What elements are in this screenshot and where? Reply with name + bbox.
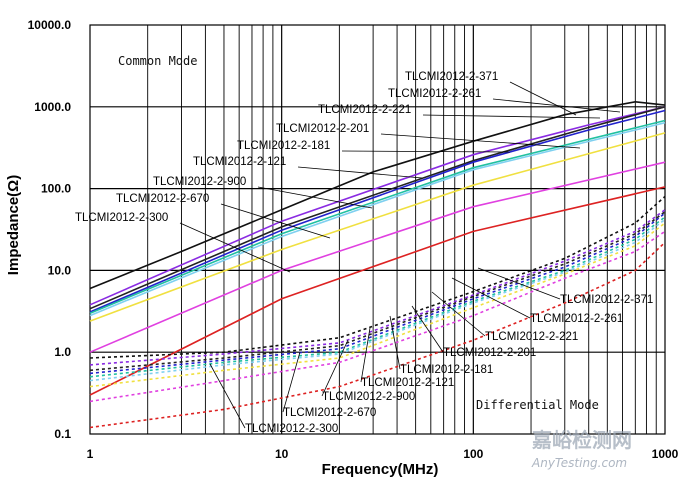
y-axis-title: Impedance(Ω) [5,175,22,275]
common-series-label: TLCMI2012-2-900 [153,176,246,188]
common-label-leader [380,133,581,149]
differential-label-leader [451,277,531,319]
plot-frame [89,24,666,435]
differential-series-label: TLCMI2012-2-181 [400,364,493,376]
common-mode-series [89,132,666,322]
common-mode-series [89,161,666,353]
differential-series-label: TLCMI2012-2-371 [560,294,653,306]
common-label-leader [509,81,577,116]
x-tick-label: 100 [463,447,483,461]
common-series-label: TLCMI2012-2-300 [75,212,168,224]
grid [89,24,666,435]
common-mode-series [89,121,666,317]
differential-mode-annotation: Differential Mode [476,398,599,412]
differential-mode-series [89,211,666,372]
differential-series-label: TLCMI2012-2-900 [322,391,415,403]
x-axis-title: Frequency(MHz) [322,461,439,478]
common-label-leader [179,222,291,273]
common-mode-series [89,106,666,306]
differential-label-leader [477,267,561,300]
differential-series-label: TLCMI2012-2-201 [443,347,536,359]
differential-mode-series [89,218,666,382]
common-series-label: TLCMI2012-2-121 [193,156,286,168]
differential-label-leader [411,305,444,353]
common-mode-annotation: Common Mode [118,54,197,68]
common-label-leader [257,186,373,209]
y-tick-label: 1.0 [54,345,71,359]
tick-labels: 1 10 100 1000 0.1 1.0 10.0 100.0 1000.0 10000.0 [28,18,679,461]
common-series-label: TLCMI2012-2-181 [237,140,330,152]
differential-mode-series [89,216,666,378]
x-tick-label: 1000 [652,447,679,461]
y-tick-label: 0.1 [54,427,71,441]
differential-label-leader [282,351,301,413]
differential-series-label: TLCMI2012-2-670 [283,407,376,419]
differential-mode-series [89,212,666,375]
common-series-label: TLCMI2012-2-371 [405,71,498,83]
common-series-label: TLCMI2012-2-221 [318,104,411,116]
watermark-en: AnyTesting.com [531,456,627,470]
common-series-label: TLCMI2012-2-670 [116,193,209,205]
common-series-label: TLCMI2012-2-201 [276,123,369,135]
common-mode-series [89,186,666,396]
common-mode-series [89,106,666,310]
differential-mode-series [89,195,666,359]
differential-label-leader [389,315,401,370]
leader-lines [179,81,621,429]
differential-series-label: TLCMI2012-2-300 [245,423,338,435]
differential-label-leader [360,327,371,383]
y-tick-label: 10000.0 [28,18,72,32]
common-mode-series [89,100,666,290]
common-label-leader [297,166,423,179]
x-tick-label: 1 [87,447,94,461]
differential-mode-series [89,241,666,429]
y-tick-label: 100.0 [41,182,71,196]
x-tick-label: 10 [275,447,289,461]
differential-series-label: TLCMI2012-2-261 [530,313,623,325]
y-tick-label: 1000.0 [34,100,71,114]
common-label-leader [492,98,621,113]
common-mode-series [89,119,666,314]
watermark-cn: 嘉峪检测网 [531,428,632,452]
differential-series-label: TLCMI2012-2-221 [485,331,578,343]
common-label-leader [341,150,511,153]
differential-label-leader [321,339,349,397]
differential-mode-series [89,209,666,366]
differential-label-leader [209,363,246,429]
differential-series-label: TLCMI2012-2-121 [361,377,454,389]
y-tick-label: 10.0 [48,263,72,277]
common-label-leader [422,114,601,119]
curves [89,100,666,429]
differential-mode-series [89,222,666,388]
common-label-leader [220,203,331,239]
common-series-label: TLCMI2012-2-261 [388,88,481,100]
curve-labels: TLCMI2012-2-371 TLCMI2012-2-261 TLCMI2012-… [75,71,653,435]
differential-label-leader [431,291,486,337]
common-mode-series [89,109,666,313]
